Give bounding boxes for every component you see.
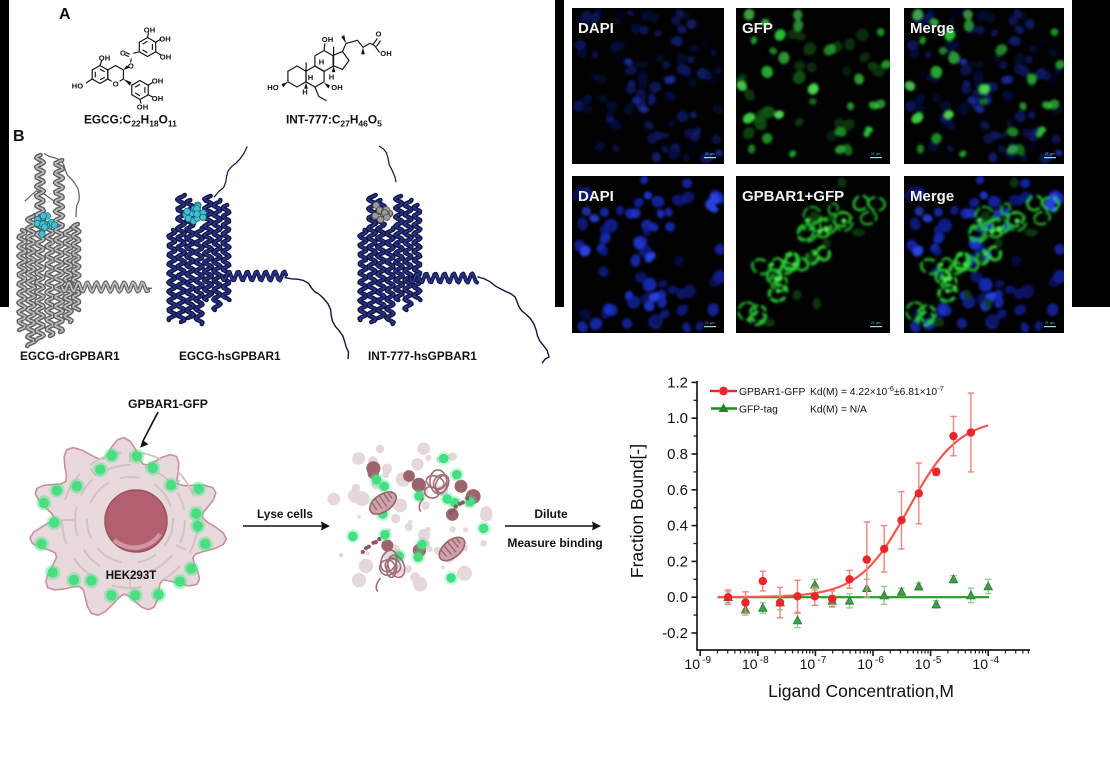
svg-text:OH: OH bbox=[152, 77, 163, 86]
svg-text:Kd(M) = N/A: Kd(M) = N/A bbox=[810, 405, 867, 416]
svg-text:Fraction Bound[-]: Fraction Bound[-] bbox=[627, 444, 647, 578]
svg-text:GPBAR1-GFP: GPBAR1-GFP bbox=[739, 387, 806, 398]
svg-text:H: H bbox=[329, 73, 334, 82]
svg-text:-0.2: -0.2 bbox=[662, 625, 688, 642]
svg-text:INT-777-hsGPBAR1: INT-777-hsGPBAR1 bbox=[368, 349, 477, 363]
svg-text:H: H bbox=[308, 73, 313, 82]
svg-text:21 µm: 21 µm bbox=[1045, 321, 1055, 325]
svg-text:HO: HO bbox=[267, 83, 278, 92]
svg-text:0.4: 0.4 bbox=[667, 518, 688, 535]
svg-text:Merge: Merge bbox=[910, 20, 954, 37]
svg-text:Measure binding: Measure binding bbox=[507, 536, 602, 550]
svg-text:OH: OH bbox=[160, 53, 171, 62]
svg-text:OH: OH bbox=[322, 35, 333, 44]
svg-text:OH: OH bbox=[159, 35, 170, 44]
svg-text:GPBAR1-GFP: GPBAR1-GFP bbox=[128, 397, 208, 411]
svg-text:10: 10 bbox=[972, 656, 988, 672]
svg-text:-8: -8 bbox=[760, 655, 769, 666]
svg-text:DAPI: DAPI bbox=[578, 188, 614, 205]
svg-text:EGCG-hsGPBAR1: EGCG-hsGPBAR1 bbox=[179, 349, 281, 363]
svg-text:OH: OH bbox=[380, 49, 391, 58]
svg-text:H: H bbox=[302, 88, 307, 97]
svg-text:HO: HO bbox=[72, 82, 83, 91]
svg-text:OH: OH bbox=[152, 94, 163, 103]
svg-text:0.2: 0.2 bbox=[667, 553, 688, 570]
svg-text:Kd(M) = 4.22×10-6±6.81×10-7: Kd(M) = 4.22×10-6±6.81×10-7 bbox=[810, 384, 944, 398]
svg-text:EGCG-drGPBAR1: EGCG-drGPBAR1 bbox=[20, 349, 120, 363]
svg-text:1.2: 1.2 bbox=[667, 374, 688, 391]
svg-text:10: 10 bbox=[800, 656, 816, 672]
svg-text:Merge: Merge bbox=[910, 188, 954, 205]
svg-text:Dilute: Dilute bbox=[534, 507, 568, 521]
svg-text:DAPI: DAPI bbox=[578, 20, 614, 37]
svg-text:-6: -6 bbox=[875, 655, 884, 666]
svg-text:O: O bbox=[128, 62, 134, 71]
svg-text:Lyse cells: Lyse cells bbox=[257, 507, 313, 521]
svg-text:21 µm: 21 µm bbox=[705, 321, 715, 325]
svg-text:Ligand Concentration,M: Ligand Concentration,M bbox=[768, 681, 954, 701]
svg-text:O: O bbox=[376, 30, 382, 39]
svg-text:OH: OH bbox=[137, 103, 148, 112]
svg-text:1.0: 1.0 bbox=[667, 410, 688, 427]
svg-text:GFP: GFP bbox=[742, 20, 773, 37]
svg-text:INT-777:C27H46O5: INT-777:C27H46O5 bbox=[286, 113, 382, 129]
svg-text:-7: -7 bbox=[817, 655, 826, 666]
svg-text:-5: -5 bbox=[933, 655, 942, 666]
svg-text:OH: OH bbox=[144, 26, 155, 35]
svg-text:10: 10 bbox=[742, 656, 758, 672]
svg-text:21 µm: 21 µm bbox=[871, 152, 881, 156]
svg-text:-9: -9 bbox=[702, 655, 711, 666]
svg-text:O: O bbox=[113, 79, 119, 88]
svg-text:21 µm: 21 µm bbox=[705, 152, 715, 156]
svg-text:10: 10 bbox=[915, 656, 931, 672]
svg-text:GPBAR1+GFP: GPBAR1+GFP bbox=[742, 188, 844, 205]
svg-text:10: 10 bbox=[684, 656, 700, 672]
svg-text:O: O bbox=[120, 49, 126, 58]
svg-text:0.6: 0.6 bbox=[667, 482, 688, 499]
svg-text:H: H bbox=[319, 58, 324, 67]
svg-text:0.8: 0.8 bbox=[667, 446, 688, 463]
svg-text:21 µm: 21 µm bbox=[871, 321, 881, 325]
svg-text:OH: OH bbox=[331, 83, 342, 92]
svg-text:OH: OH bbox=[99, 54, 110, 63]
svg-text:21 µm: 21 µm bbox=[1045, 152, 1055, 156]
svg-text:-4: -4 bbox=[990, 655, 999, 666]
svg-text:GFP-tag: GFP-tag bbox=[739, 405, 778, 416]
svg-text:0.0: 0.0 bbox=[667, 589, 688, 606]
svg-text:10: 10 bbox=[857, 656, 873, 672]
svg-text:HEK293T: HEK293T bbox=[106, 570, 157, 582]
